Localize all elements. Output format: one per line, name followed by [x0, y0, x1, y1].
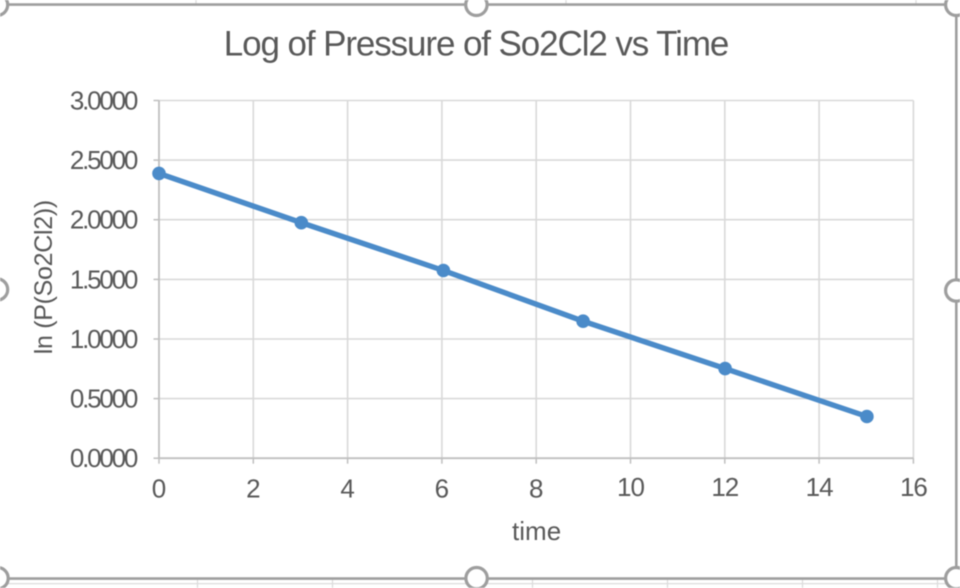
svg-text:2: 2 [246, 474, 260, 504]
svg-text:3.0000: 3.0000 [70, 86, 138, 116]
svg-text:0.5000: 0.5000 [70, 384, 138, 414]
svg-text:Log of Pressure of So2Cl2 vs T: Log of Pressure of So2Cl2 vs Time [224, 25, 729, 64]
svg-text:2.5000: 2.5000 [70, 145, 138, 175]
svg-text:2.0000: 2.0000 [70, 205, 138, 235]
svg-text:16: 16 [900, 472, 927, 502]
svg-text:14: 14 [806, 472, 833, 502]
svg-text:0: 0 [152, 474, 166, 504]
svg-text:12: 12 [711, 472, 738, 502]
svg-text:6: 6 [435, 474, 449, 504]
svg-text:0.0000: 0.0000 [70, 443, 138, 473]
svg-text:1.0000: 1.0000 [70, 324, 138, 354]
svg-text:time: time [512, 516, 561, 546]
svg-text:1.5000: 1.5000 [70, 264, 138, 294]
svg-text:10: 10 [617, 472, 644, 502]
svg-text:4: 4 [340, 474, 354, 504]
svg-text:ln (P(So2Cl2)): ln (P(So2Cl2)) [30, 200, 58, 354]
svg-text:8: 8 [529, 474, 543, 504]
